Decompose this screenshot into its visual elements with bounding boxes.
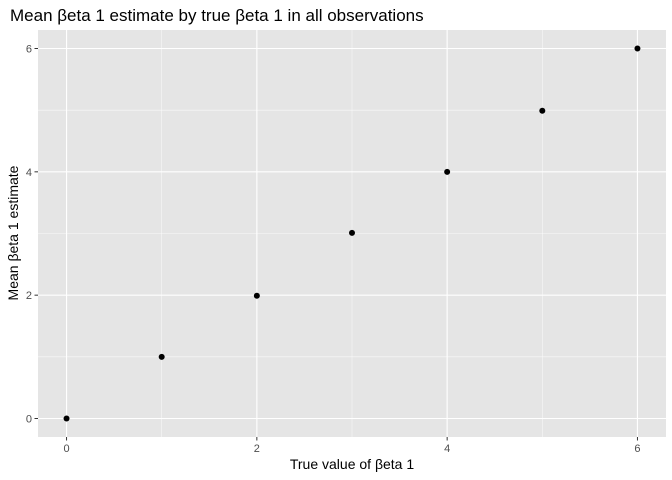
chart-title: Mean βeta 1 estimate by true βeta 1 in a… xyxy=(10,6,424,25)
y-tick-label: 0 xyxy=(26,414,32,426)
x-tick-label: 4 xyxy=(444,443,450,455)
major-gridlines xyxy=(38,30,666,437)
x-tick-label: 2 xyxy=(254,443,260,455)
y-tick-label: 6 xyxy=(26,44,32,56)
data-point xyxy=(158,353,165,360)
x-tick-label: 0 xyxy=(63,443,69,455)
data-points xyxy=(63,45,641,422)
data-point xyxy=(63,415,70,422)
y-tick-label: 4 xyxy=(26,167,32,179)
y-axis-title: Mean βeta 1 estimate xyxy=(5,165,21,300)
x-axis-title: True value of βeta 1 xyxy=(290,456,414,472)
data-point xyxy=(253,292,260,299)
x-tick-label: 6 xyxy=(634,443,640,455)
y-axis-ticks: 0 2 4 6 xyxy=(26,44,38,426)
data-point xyxy=(634,45,641,52)
x-axis-ticks: 0 2 4 6 xyxy=(63,437,641,455)
y-tick-label: 2 xyxy=(26,290,32,302)
data-point xyxy=(349,229,355,236)
data-point xyxy=(539,107,546,114)
data-point xyxy=(444,168,451,175)
